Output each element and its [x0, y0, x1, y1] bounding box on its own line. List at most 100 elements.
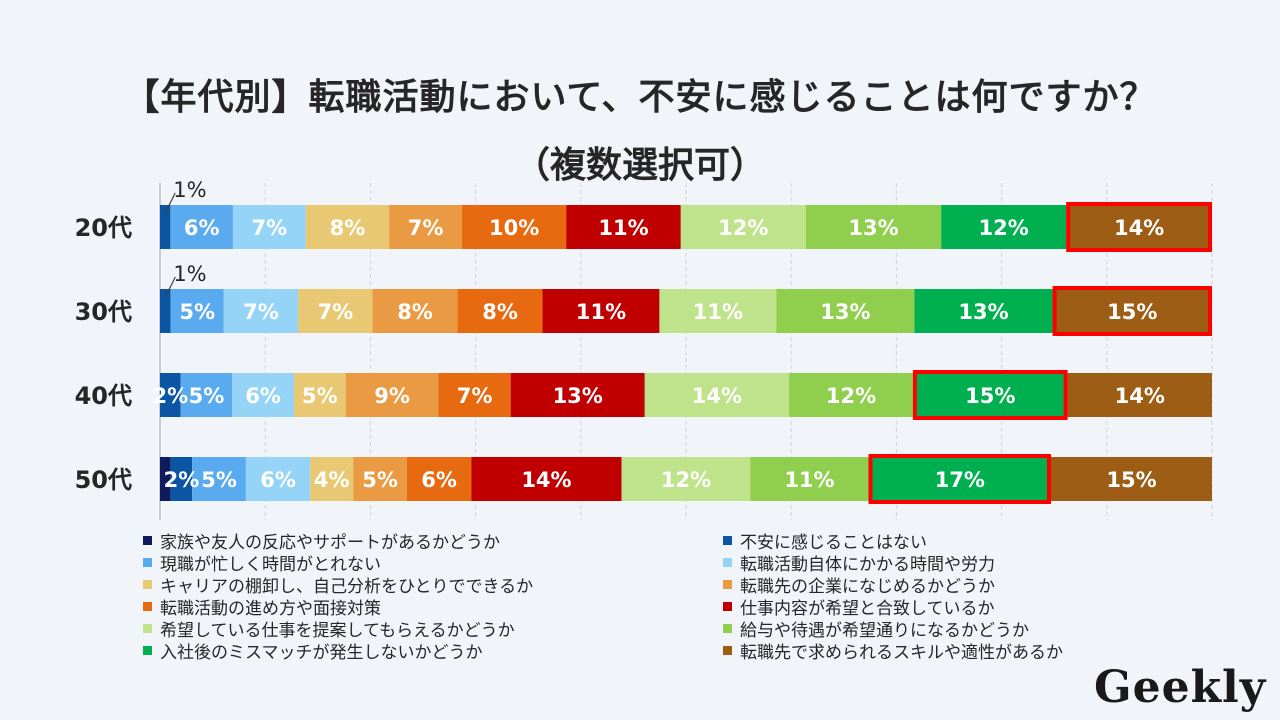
- legend-label: 転職活動自体にかかる時間や労力: [740, 555, 995, 575]
- legend-swatch: [723, 580, 732, 589]
- legend-label: 転職先の企業になじめるかどうか: [740, 577, 995, 597]
- legend-label: 転職活動の進め方や面接対策: [160, 599, 381, 619]
- legend-swatch: [143, 536, 152, 545]
- data-label: 14%: [1115, 384, 1165, 408]
- legend-item: 仕事内容が希望と合致しているか: [723, 596, 1103, 619]
- data-label: 6%: [184, 216, 220, 240]
- data-label: 9%: [374, 384, 410, 408]
- legend-label: 仕事内容が希望と合致しているか: [740, 599, 995, 619]
- bar-segment: [438, 373, 511, 417]
- data-label: 2%: [152, 384, 188, 408]
- data-label: 13%: [553, 384, 603, 408]
- data-label: 1%: [173, 178, 206, 202]
- bar-segment: [510, 373, 645, 417]
- data-label: 5%: [302, 384, 338, 408]
- leader-line: [164, 276, 176, 298]
- legend-swatch: [143, 624, 152, 633]
- legend-label: 家族や友人の反応やサポートがあるかどうか: [160, 533, 500, 553]
- legend-item: 転職活動自体にかかる時間や労力: [723, 552, 1103, 575]
- bar-segment: [372, 289, 458, 333]
- data-label: 1%: [173, 262, 206, 286]
- legend-swatch: [723, 536, 732, 545]
- data-label: 5%: [201, 468, 237, 492]
- data-label: 6%: [260, 468, 296, 492]
- data-label: 2%: [164, 468, 200, 492]
- legend-label: 給与や待遇が希望通りになるかどうか: [740, 621, 1029, 641]
- highlight-box: [1052, 286, 1213, 336]
- bar-segment: [232, 373, 295, 417]
- data-label: 14%: [692, 384, 742, 408]
- category-label: 20代: [75, 214, 132, 242]
- legend-item: 家族や友人の反応やサポートがあるかどうか: [143, 530, 723, 553]
- highlight-box: [868, 454, 1051, 504]
- bar-segment: [1050, 457, 1212, 501]
- data-label: 7%: [457, 384, 493, 408]
- bar-segment: [245, 457, 311, 501]
- data-label: 7%: [318, 300, 354, 324]
- data-label: 10%: [489, 216, 539, 240]
- chart-title: 【年代別】転職活動において、不安に感じることは何ですか？: [123, 77, 1157, 118]
- data-label: 15%: [1106, 468, 1156, 492]
- bar-segment: [1052, 289, 1212, 333]
- data-label: 7%: [408, 216, 444, 240]
- bar-segment: [232, 205, 306, 249]
- bar-segment: [180, 373, 233, 417]
- data-label: 11%: [784, 468, 834, 492]
- data-label: 12%: [718, 216, 768, 240]
- legend-item: 入社後のミスマッチが発生しないかどうか: [143, 640, 723, 663]
- bar-segment: [941, 205, 1067, 249]
- legend-label: 希望している仕事を提案してもらえるかどうか: [160, 621, 515, 641]
- bar-segment: [750, 457, 869, 501]
- geekly-logo: Geekly: [1094, 662, 1267, 713]
- legend-item: 現職が忙しく時間がとれない: [143, 552, 723, 575]
- legend-swatch: [723, 558, 732, 567]
- bar-segment: [621, 457, 751, 501]
- bar-segment: [170, 205, 233, 249]
- legend-label: 入社後のミスマッチが発生しないかどうか: [160, 643, 483, 663]
- data-label: 12%: [826, 384, 876, 408]
- bar-segment: [542, 289, 660, 333]
- data-label: 5%: [179, 300, 215, 324]
- bar-segment: [192, 457, 246, 501]
- data-label: 6%: [421, 468, 457, 492]
- legend-swatch: [723, 624, 732, 633]
- data-label: 12%: [979, 216, 1029, 240]
- data-label: 13%: [848, 216, 898, 240]
- legend-item: 転職先の企業になじめるかどうか: [723, 574, 1103, 597]
- category-label: 30代: [75, 298, 132, 326]
- bar-segment: [566, 205, 681, 249]
- bar-segment: [912, 373, 1068, 417]
- data-label: 13%: [820, 300, 870, 324]
- chart-subtitle: （複数選択可）: [513, 145, 766, 186]
- category-label: 50代: [75, 466, 132, 494]
- legend-item: 転職先で求められるスキルや適性があるか: [723, 640, 1103, 663]
- bar-segment: [805, 205, 942, 249]
- legend-label: 現職が忙しく時間がとれない: [160, 555, 381, 575]
- bar-segment: [305, 205, 390, 249]
- bar-segment: [160, 205, 171, 249]
- legend-swatch: [143, 580, 152, 589]
- leader-line: [164, 192, 176, 214]
- bar-segment: [1066, 205, 1212, 249]
- bar-segment: [223, 289, 299, 333]
- bar-segment: [294, 373, 346, 417]
- legend-item: 不安に感じることはない: [723, 530, 1103, 553]
- data-label: 5%: [189, 384, 225, 408]
- bar-segment: [462, 205, 567, 249]
- bar-segment: [776, 289, 915, 333]
- legend-label: キャリアの棚卸し、自己分析をひとりでできるか: [160, 577, 534, 597]
- category-label: 40代: [75, 382, 132, 410]
- highlight-box: [912, 370, 1068, 420]
- bar-segment: [659, 289, 777, 333]
- chart-legend: 家族や友人の反応やサポートがあるかどうか 不安に感じることはない現職が忙しく時間が…: [143, 530, 1103, 663]
- bar-segment: [680, 205, 806, 249]
- legend-label: 転職先で求められるスキルや適性があるか: [740, 643, 1063, 663]
- data-label: 4%: [314, 468, 350, 492]
- data-label: 11%: [576, 300, 626, 324]
- legend-item: 希望している仕事を提案してもらえるかどうか: [143, 618, 723, 641]
- legend-label: 不安に感じることはない: [740, 533, 927, 553]
- data-label: 8%: [330, 216, 366, 240]
- bar-segment: [345, 373, 439, 417]
- legend-item: キャリアの棚卸し、自己分析をひとりでできるか: [143, 574, 723, 597]
